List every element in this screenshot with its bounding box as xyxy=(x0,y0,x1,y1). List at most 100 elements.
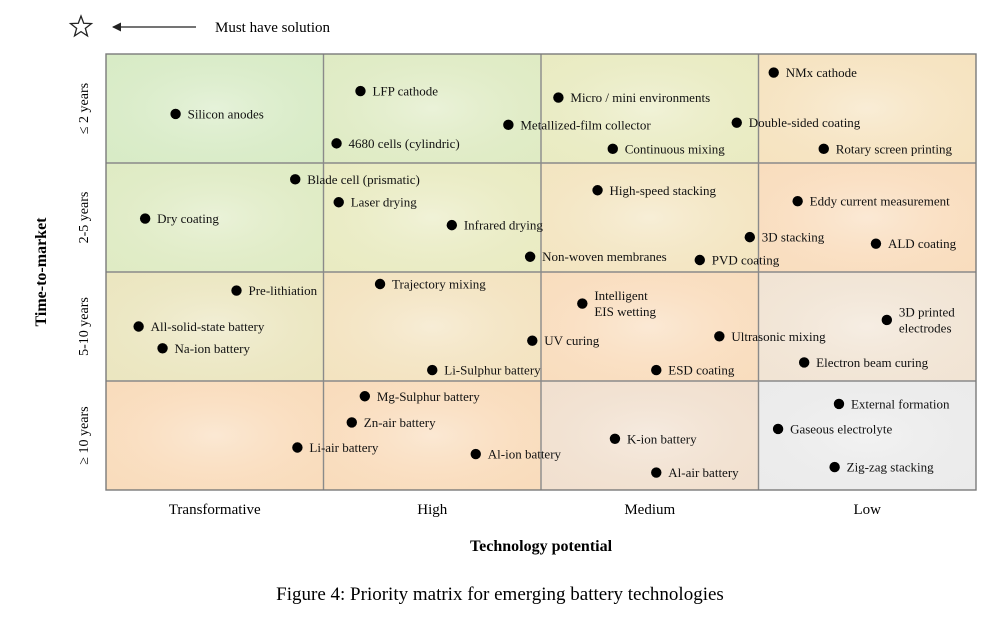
data-point: Infrared drying xyxy=(446,218,543,233)
data-point-label: 3D printed electrodes xyxy=(899,304,955,335)
data-point: High-speed stacking xyxy=(592,183,717,198)
y-tick-label: 5-10 years xyxy=(77,297,92,356)
data-point-label: 4680 cells (cylindric) xyxy=(349,136,460,151)
data-point-label: Non-woven membranes xyxy=(542,249,667,264)
data-point-label: Al-air battery xyxy=(668,465,739,480)
matrix-cell-shade xyxy=(323,381,541,490)
data-point-marker xyxy=(231,285,242,296)
data-point-label: Mg-Sulphur battery xyxy=(377,389,480,404)
data-point-label: Micro / mini environments xyxy=(570,90,710,105)
data-point: NMx cathode xyxy=(768,65,857,80)
data-point: Li-Sulphur battery xyxy=(427,363,541,378)
data-point-label: 3D stacking xyxy=(762,230,825,245)
data-point: Dry coating xyxy=(139,211,219,226)
data-point-marker xyxy=(881,314,893,326)
data-point-label: Gaseous electrolyte xyxy=(790,421,892,436)
data-point-marker xyxy=(833,398,845,410)
data-point-label: Electron beam curing xyxy=(816,355,928,370)
data-point-label: Metallized-film collector xyxy=(520,117,651,132)
data-point-marker xyxy=(651,467,662,478)
data-point-marker xyxy=(359,391,371,402)
y-axis-title: Time-to-market xyxy=(33,217,50,327)
data-point-marker xyxy=(798,357,810,368)
data-point: Gaseous electrolyte xyxy=(772,421,892,436)
matrix-cell-shade xyxy=(323,54,541,163)
matrix-cell-shade xyxy=(541,272,759,381)
data-point: ESD coating xyxy=(651,363,735,378)
data-point-marker xyxy=(503,119,514,131)
data-point: Rotary screen printing xyxy=(818,141,952,156)
data-point-marker xyxy=(157,343,168,354)
data-point-marker xyxy=(577,298,588,309)
matrix-cell-shade xyxy=(758,272,976,381)
data-point-marker xyxy=(694,254,705,266)
legend-label: Must have solution xyxy=(215,20,330,36)
x-tick-label: Medium xyxy=(624,502,675,518)
data-point-label: Na-ion battery xyxy=(175,341,251,356)
x-axis-title: Technology potential xyxy=(470,538,613,555)
x-tick-label: Low xyxy=(854,502,882,518)
data-point: Al-air battery xyxy=(651,465,739,480)
data-point-label: NMx cathode xyxy=(786,65,857,80)
data-point-marker xyxy=(290,174,301,185)
data-point: Blade cell (prismatic) xyxy=(290,172,420,187)
data-point: 3D printed electrodes xyxy=(881,304,955,335)
data-point: PVD coating xyxy=(694,253,780,268)
data-point: Non-woven membranes xyxy=(524,249,667,264)
data-point-marker xyxy=(592,185,603,196)
data-point-marker xyxy=(527,335,538,346)
data-point-label: Pre-lithiation xyxy=(249,283,318,298)
data-point-marker xyxy=(292,442,303,453)
data-point: Zig-zag stacking xyxy=(829,460,934,475)
data-point: K-ion battery xyxy=(609,431,697,446)
data-point: Li-air battery xyxy=(292,440,379,455)
matrix-cell-shade xyxy=(758,163,976,272)
data-point-marker xyxy=(524,251,536,262)
data-point-marker xyxy=(768,67,779,78)
data-point: Double-sided coating xyxy=(731,115,861,130)
data-point-marker xyxy=(792,195,803,207)
data-point-marker xyxy=(133,321,144,332)
matrix-cell-shade xyxy=(758,381,976,490)
data-point-label: All-solid-state battery xyxy=(151,319,265,334)
data-point-marker xyxy=(331,138,342,149)
data-point: Trajectory mixing xyxy=(374,276,486,291)
data-point-label: PVD coating xyxy=(712,253,780,268)
data-point-label: Li-air battery xyxy=(309,440,378,455)
data-point: 3D stacking xyxy=(744,230,825,245)
data-point-label: Silicon anodes xyxy=(188,106,264,121)
data-point-label: Intelligent EIS wetting xyxy=(594,288,656,319)
data-point-label: Blade cell (prismatic) xyxy=(307,172,420,187)
data-point-marker xyxy=(470,448,481,460)
data-point: Pre-lithiation xyxy=(231,283,318,298)
matrix-cell-shade xyxy=(323,163,541,272)
data-point-marker xyxy=(829,461,840,473)
data-point-label: Zn-air battery xyxy=(364,415,436,430)
data-point-marker xyxy=(818,143,829,155)
data-point-marker xyxy=(139,213,151,224)
data-point: Mg-Sulphur battery xyxy=(359,389,480,404)
data-point-label: Li-Sulphur battery xyxy=(444,363,541,378)
data-point: Ultrasonic mixing xyxy=(714,329,826,344)
data-point-label: External formation xyxy=(851,396,950,411)
figure-caption: Figure 4: Priority matrix for emerging b… xyxy=(276,584,724,605)
y-tick-label: 2-5 years xyxy=(77,192,92,244)
matrix-border xyxy=(105,53,977,491)
data-point-label: K-ion battery xyxy=(627,431,697,446)
data-point: Silicon anodes xyxy=(170,106,264,121)
data-point: Intelligent EIS wetting xyxy=(577,288,657,319)
matrix-cell-shade xyxy=(541,54,759,163)
data-point-marker xyxy=(870,238,882,249)
data-point: Laser drying xyxy=(333,195,418,210)
data-point-label: UV curing xyxy=(544,333,600,348)
data-point-label: Laser drying xyxy=(351,195,418,210)
data-point-marker xyxy=(374,278,386,290)
x-tick-label: High xyxy=(417,502,448,518)
data-point-marker xyxy=(714,331,725,342)
data-point: 4680 cells (cylindric) xyxy=(331,136,460,151)
star-icon xyxy=(68,14,94,38)
data-point-label: Eddy current measurement xyxy=(810,194,950,209)
data-point-marker xyxy=(607,143,618,155)
data-point-marker xyxy=(446,219,458,231)
